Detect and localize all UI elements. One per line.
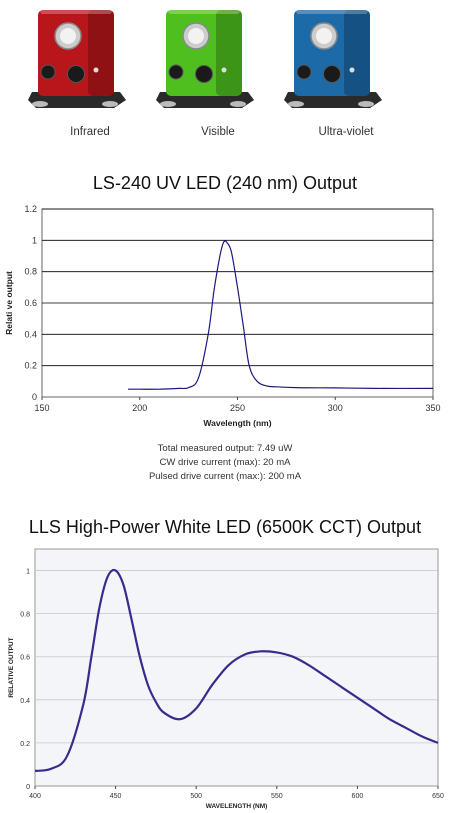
chart1-xtick-0: 150 [34, 403, 49, 413]
chart1-ylabel: Relati ve output [4, 271, 14, 335]
chart2-xtick-2: 500 [190, 793, 202, 800]
cube-knob-right [323, 65, 341, 83]
cube-knob-left [40, 64, 56, 80]
chart1-xtick-2: 250 [230, 403, 245, 413]
cube-side-shade [344, 10, 370, 96]
chart2-xtick-1: 450 [110, 793, 122, 800]
chart2-white-led: 0 0.2 0.4 0.6 0.8 1 400 450 500 550 600 650 WAVELENG… [8, 548, 444, 810]
chart2-ytick-3: 0.6 [20, 655, 30, 662]
chart2-xtick-0: 400 [29, 793, 41, 800]
product-label-visible: Visible [201, 126, 235, 138]
chart2-ytick-2: 0.4 [20, 698, 30, 705]
product-label-ultraviolet: Ultra-violet [318, 126, 374, 138]
chart2-plot-area [34, 548, 439, 787]
chart1-xtick-3: 300 [328, 403, 343, 413]
cube-foot-right [230, 101, 246, 107]
chart1-ytick-1: 0.2 [24, 361, 37, 371]
chart2-title: LLS High-Power White LED (6500K CCT) Out… [28, 517, 422, 537]
product-cubes [28, 8, 382, 108]
chart2-xtick-5: 650 [432, 793, 444, 800]
cube-foot-right [102, 101, 118, 107]
cube-foot-right [358, 101, 374, 107]
chart1-xtick-4: 350 [425, 403, 440, 413]
chart2-ytick-4: 0.8 [20, 612, 30, 619]
cube-foot-left [288, 101, 304, 107]
cube-top-highlight [40, 8, 112, 14]
chart1-series-0-line [127, 240, 434, 390]
chart1-ytick-0: 0 [32, 392, 37, 402]
note-total-output: Total measured output: 7.49 uW [157, 443, 293, 454]
chart2-xlabel: WAVELENGTH (NM) [206, 803, 268, 810]
note-pulsed-current: Pulsed drive current (max:): 200 mA [148, 471, 302, 482]
product-images: Infrared Visible Ultra-violet [0, 0, 450, 145]
product-label-infrared: Infrared [70, 126, 110, 138]
chart1-ytick-5: 1 [32, 235, 37, 245]
cube-lens-inner [188, 28, 204, 44]
cube-knob-right [67, 65, 85, 83]
cube-side-shade [88, 10, 114, 96]
chart2-ytick-0: 0 [26, 784, 30, 791]
chart1-ytick-3: 0.6 [24, 298, 37, 308]
chart2-xtick-4: 600 [352, 793, 364, 800]
chart1-title: LS-240 UV LED (240 nm) Output [92, 173, 358, 193]
chart2-ytick-1: 0.2 [20, 741, 30, 748]
cube-foot-left [160, 101, 176, 107]
cube-knob-left [168, 64, 184, 80]
cube-side-shade [216, 10, 242, 96]
chart2-series-0-line [34, 568, 439, 772]
cube-top-highlight [168, 8, 240, 14]
product-cube-3 [284, 8, 382, 108]
cube-top-highlight [296, 8, 368, 14]
chart1-xlabel: Wavelength (nm) [203, 418, 271, 428]
product-cube-2 [156, 8, 254, 108]
cube-connector [349, 67, 355, 73]
chart1-ytick-6: 1.2 [24, 204, 37, 214]
chart1-xtick-1: 200 [132, 403, 147, 413]
cube-connector [93, 67, 99, 73]
chart1-ytick-2: 0.4 [24, 329, 37, 339]
cube-lens-inner [316, 28, 332, 44]
chart1-ytick-4: 0.8 [24, 267, 37, 277]
cube-connector [221, 67, 227, 73]
note-cw-current: CW drive current (max): 20 mA [159, 457, 291, 468]
cube-knob-left [296, 64, 312, 80]
chart2-ytick-5: 1 [26, 569, 30, 576]
chart2-ylabel: RELATIVE OUTPUT [8, 637, 15, 697]
cube-knob-right [195, 65, 213, 83]
cube-foot-left [32, 101, 48, 107]
product-cube-1 [28, 8, 126, 108]
cube-lens-inner [60, 28, 76, 44]
measurement-notes: Total measured output: 7.49 uW CW drive … [0, 442, 450, 484]
chart1-uv-led: 0 0.2 0.4 0.6 0.8 1 1.2 150 200 250 300 350 Waveleng… [4, 204, 441, 428]
chart2-xtick-3: 550 [271, 793, 283, 800]
